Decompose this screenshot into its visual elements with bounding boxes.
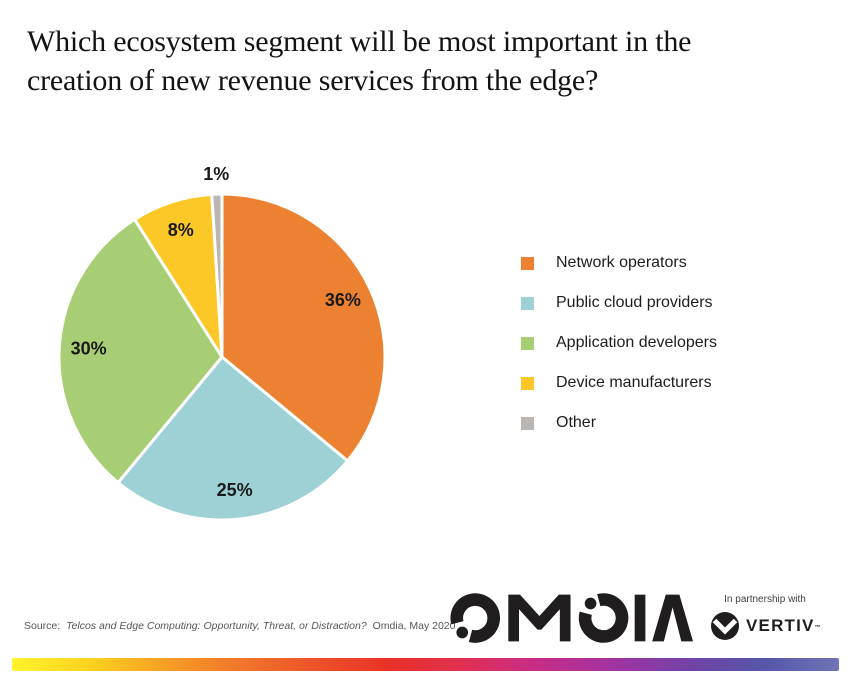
omdia-letter-o [450, 593, 500, 643]
pie-slice-network-operators [220, 192, 387, 463]
legend-item-network-operators: Network operators [521, 249, 717, 277]
pie-label-other: 1% [203, 164, 229, 184]
vertiv-icon [711, 612, 739, 640]
omdia-letter-d [578, 593, 629, 643]
partnership-label: In partnership with [724, 594, 806, 605]
omdia-letter-o-dot [456, 626, 469, 639]
legend-swatch-device-manufacturers [521, 376, 534, 390]
omdia-letters [450, 593, 693, 643]
pie-chart: 36% 25% 30% 8% 1% [52, 155, 392, 527]
source-prefix: Source: [24, 620, 61, 632]
legend-swatch-application-developers [521, 336, 534, 350]
source-text: Source: Telcos and Edge Computing: Oppor… [24, 620, 455, 632]
brand-gradient-bar [12, 658, 839, 671]
source-suffix: Omdia, May 2020 [372, 620, 456, 632]
pie-label-device-manufacturers: 8% [168, 220, 194, 240]
legend-item-other: Other [521, 409, 717, 437]
vertiv-wordmark: VERTIV™ [746, 616, 821, 636]
omdia-logo [450, 593, 693, 643]
vertiv-wordmark-text: VERTIV [746, 616, 815, 635]
legend-label: Other [556, 414, 597, 431]
legend-item-public-cloud-providers: Public cloud providers [521, 289, 717, 317]
page-title: Which ecosystem segment will be most imp… [27, 25, 692, 97]
pie-svg: 36% 25% 30% 8% 1% [57, 164, 387, 522]
omdia-letter-i [634, 594, 646, 642]
legend-label: Application developers [556, 334, 717, 351]
legend-item-application-developers: Application developers [521, 329, 717, 357]
source-report-title: Telcos and Edge Computing: Opportunity, … [66, 620, 367, 632]
legend-swatch-public-cloud-providers [521, 296, 534, 310]
pie-label-public-cloud-providers: 25% [217, 480, 253, 500]
pie-slice-application-developers [57, 217, 224, 485]
legend-item-device-manufacturers: Device manufacturers [521, 369, 717, 397]
chart-legend: Network operators Public cloud providers… [521, 249, 717, 449]
pie-slice-public-cloud-providers [116, 355, 350, 522]
omdia-letter-a [652, 594, 693, 642]
vertiv-trademark: ™ [814, 625, 821, 631]
omdia-letter-m [508, 594, 571, 642]
legend-swatch-other [521, 416, 534, 430]
pie-label-application-developers: 30% [71, 339, 107, 359]
legend-label: Device manufacturers [556, 374, 712, 391]
vertiv-logo: VERTIV™ [711, 612, 821, 640]
omdia-letter-d-dot [584, 597, 597, 610]
pie-label-network-operators: 36% [325, 290, 361, 310]
legend-label: Network operators [556, 254, 687, 271]
pie-slice-other [210, 192, 224, 359]
legend-label: Public cloud providers [556, 294, 713, 311]
legend-swatch-network-operators [521, 256, 534, 270]
